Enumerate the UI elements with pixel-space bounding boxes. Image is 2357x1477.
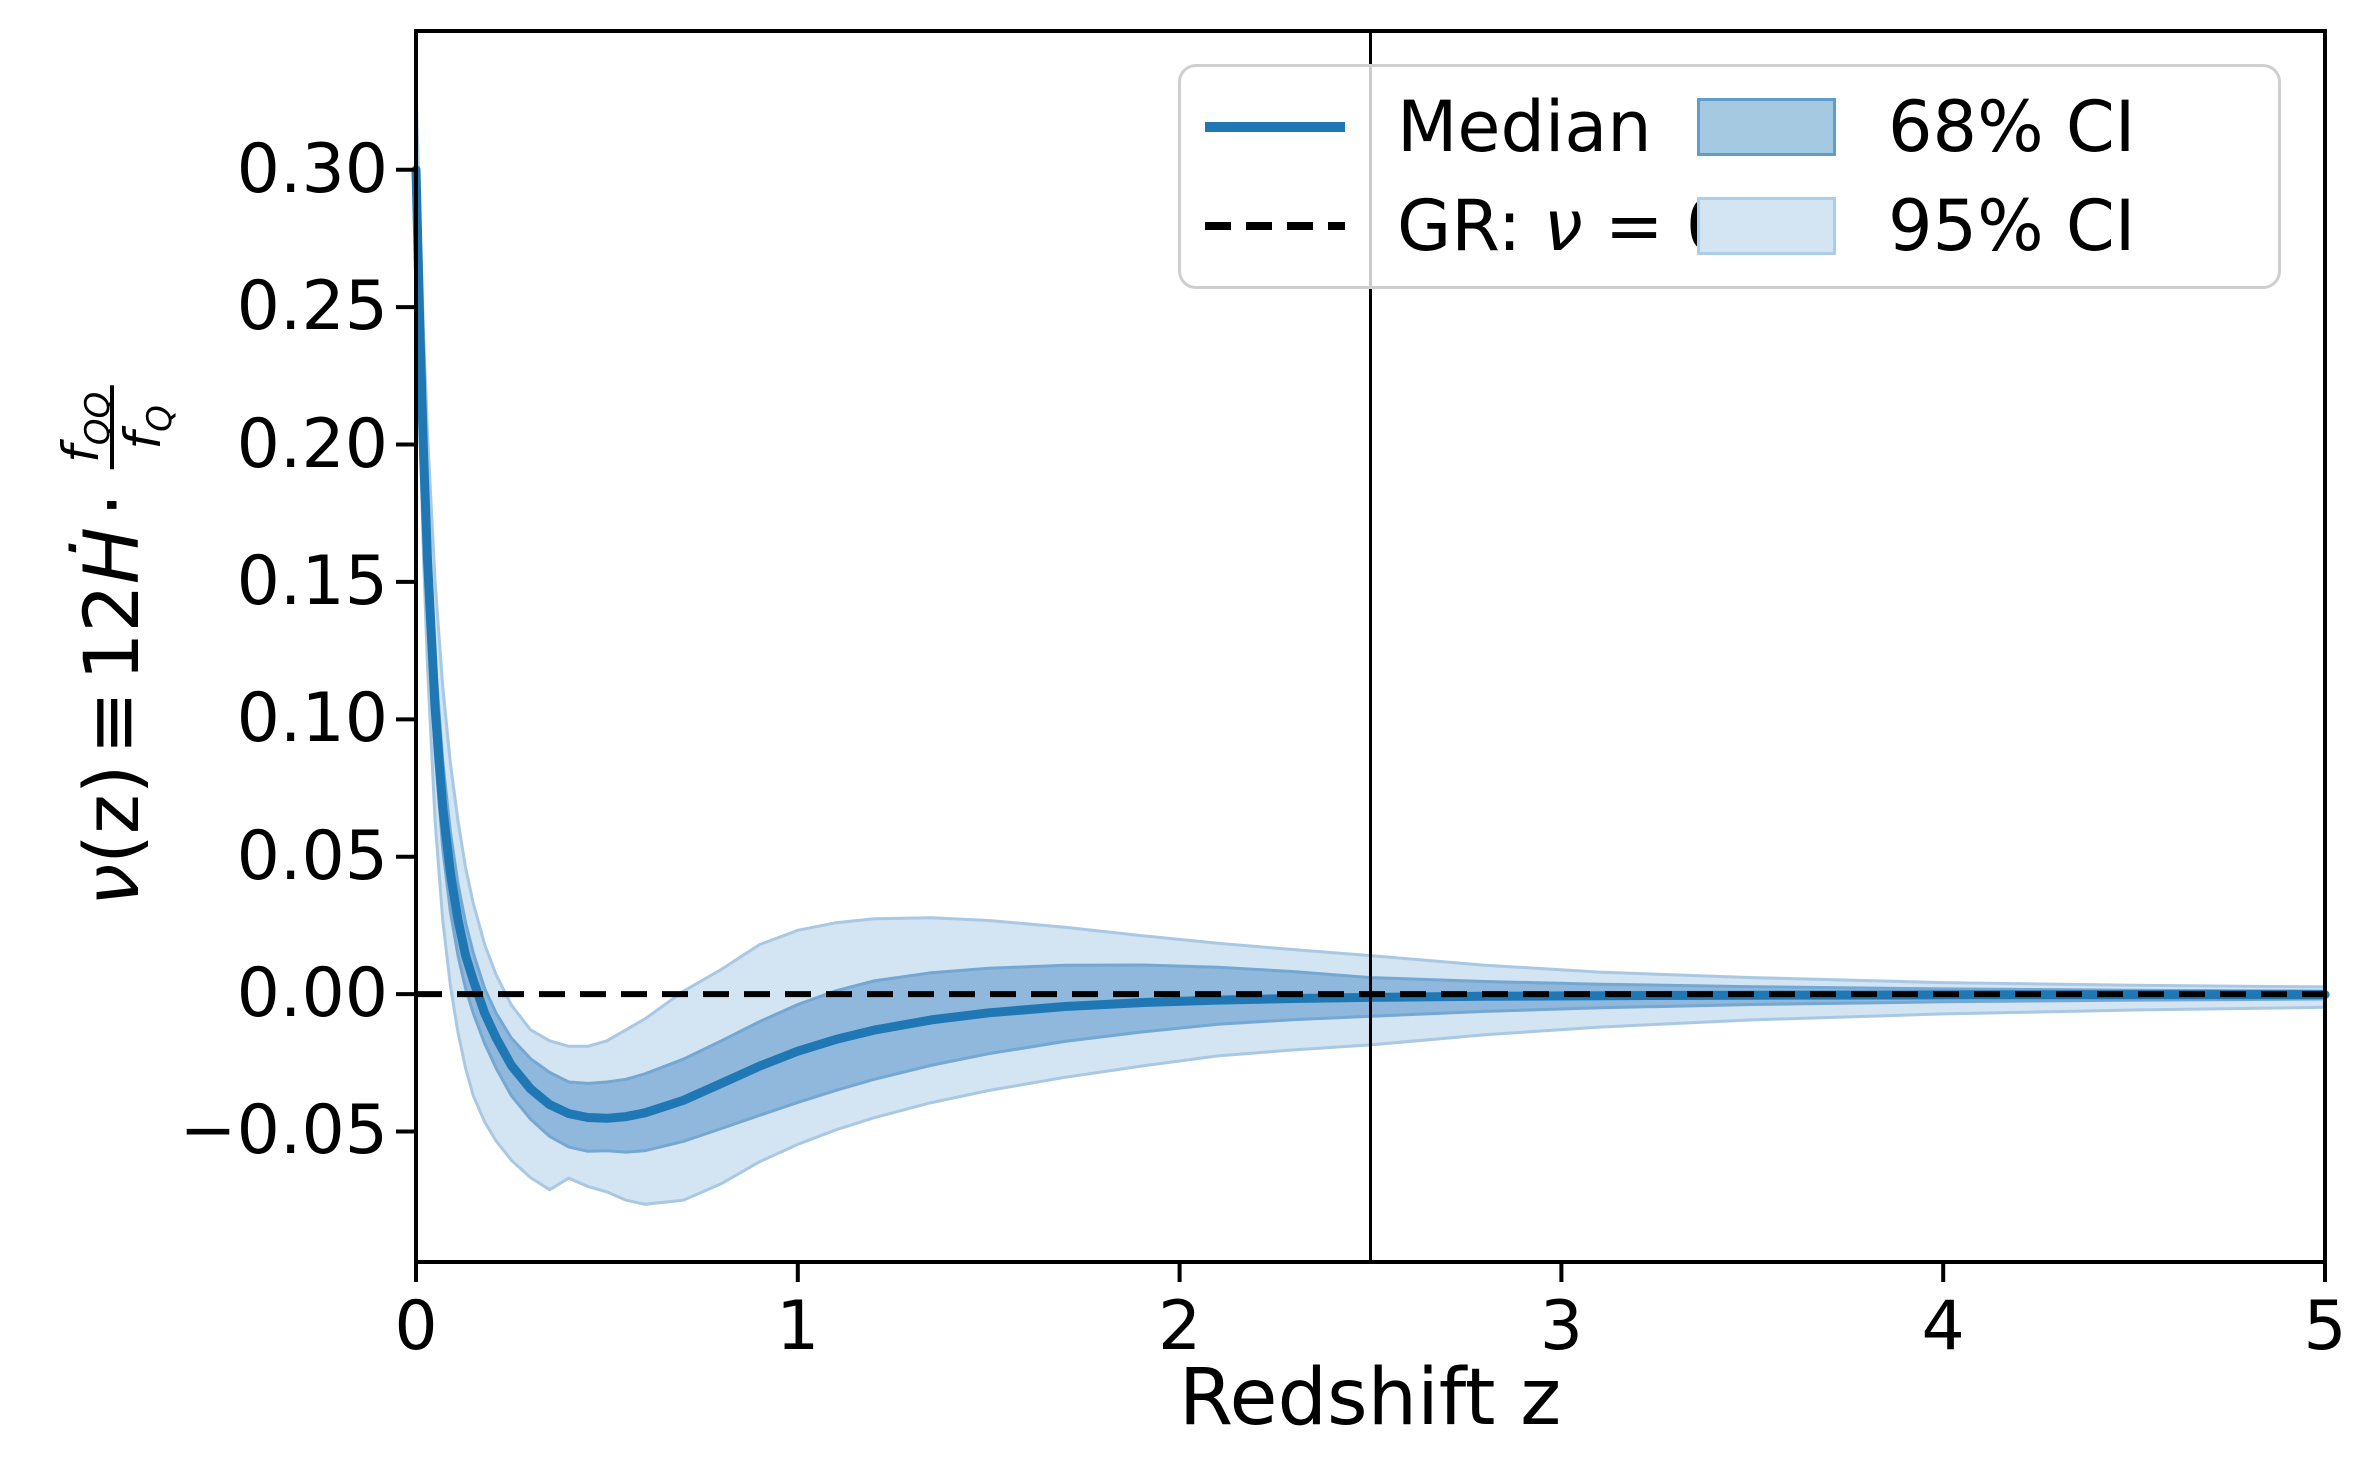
- legend-gr-line-sample: [1205, 220, 1345, 232]
- y-tick-label: 0.05: [236, 816, 388, 896]
- ci68-lower-edge: [414, 199, 2326, 1154]
- ci95-upper-edge: [414, 87, 2326, 1048]
- legend-label-95ci: 95% CI: [1888, 185, 2136, 268]
- ylabel-nu: ν: [67, 863, 156, 907]
- frac-denominator: f: [114, 431, 172, 450]
- legend-95ci-patch: [1697, 197, 1836, 256]
- x-axis-label: Redshift z: [1178, 1353, 1562, 1443]
- legend-median-line-sample: [1205, 121, 1345, 133]
- y-axis-label: ν(z)≡12Ḣ· fQQ fQ: [52, 385, 180, 907]
- ylabel-equiv: ≡: [67, 690, 156, 755]
- legend-gr-nu: ν: [1543, 185, 1583, 268]
- y-tick-label: 0.25: [236, 267, 388, 347]
- y-tick-label: 0.30: [236, 129, 388, 209]
- y-tick-label: 0.00: [236, 954, 388, 1034]
- frac-denominator-sub: Q: [140, 405, 180, 432]
- ylabel-H: Ḣ: [67, 527, 156, 585]
- y-tick-label: 0.10: [236, 679, 388, 759]
- x-tick-label: 0: [394, 1287, 438, 1366]
- y-tick-label: 0.20: [236, 404, 388, 484]
- ylabel-arg: (z): [67, 764, 156, 864]
- x-tick-label: 3: [1539, 1287, 1584, 1366]
- ci68-upper-edge: [414, 139, 2326, 1085]
- frac-numerator: f: [52, 445, 110, 463]
- x-tick-label: 5: [2303, 1287, 2347, 1366]
- ci95-band: [416, 87, 2325, 1205]
- ylabel-cdot: ·: [67, 492, 156, 518]
- y-tick-label: 0.15: [236, 541, 388, 621]
- x-tick-label: 4: [1921, 1287, 1965, 1366]
- legend-label-68ci: 68% CI: [1888, 85, 2136, 168]
- median-line: [411, 165, 2330, 1123]
- ylabel-coef: 12: [67, 584, 156, 681]
- axes-frame: [414, 29, 2327, 1264]
- legend: Median 68% CI GR: ν = 0 95% CI: [1178, 64, 2281, 289]
- legend-label-median: Median: [1397, 85, 1652, 168]
- y-tick-label: −0.05: [179, 1091, 388, 1171]
- frac-numerator-sub: QQ: [78, 391, 118, 446]
- legend-68ci-patch: [1697, 97, 1836, 156]
- x-tick-label: 2: [1157, 1287, 1202, 1366]
- ci95-lower-edge: [414, 252, 2326, 1206]
- x-tick-label: 1: [776, 1287, 820, 1366]
- ylabel-fraction: fQQ fQ: [52, 385, 180, 469]
- legend-label-gr: GR: ν = 0: [1397, 185, 1731, 268]
